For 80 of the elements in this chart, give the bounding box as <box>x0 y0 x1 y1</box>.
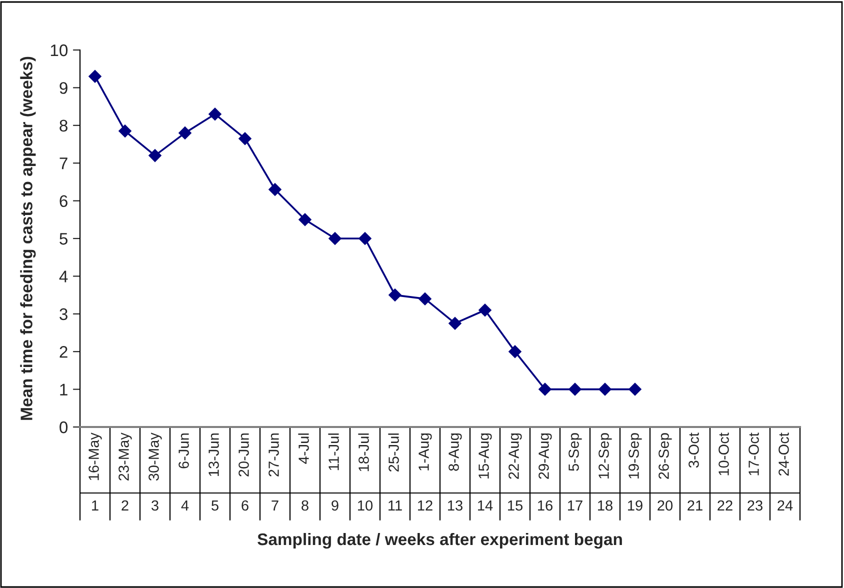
x-tick-label: 30-May <box>148 432 162 481</box>
x2-tick-label: 18 <box>598 500 612 511</box>
x2-tick-label: 11 <box>388 500 402 511</box>
x2-tick-label: 6 <box>242 500 248 511</box>
x-tick-label: 12-Sep <box>598 433 612 478</box>
x2-tick-label: 7 <box>272 500 278 511</box>
x-tick-label: 16-May <box>88 432 102 480</box>
x-tick-label: 25-Jul <box>388 434 399 472</box>
x-tick-label: 15-Aug <box>478 433 492 478</box>
x2-tick-label: 5 <box>212 500 218 511</box>
x-tick-label: 13-Jun <box>208 434 219 476</box>
x-tick-label: 27-Jun <box>268 434 279 476</box>
x-tick-label: 10-Oct <box>718 432 729 476</box>
x-tick-label: 18-Jul <box>358 434 369 472</box>
x2-tick-label: 15 <box>508 500 522 511</box>
x-tick-label: 8-Aug <box>448 433 462 471</box>
x-tick-label: 17-Oct <box>748 432 759 476</box>
x2-tick-label: 10 <box>358 500 373 511</box>
y-tick-label: 9 <box>60 82 68 94</box>
point <box>178 126 192 140</box>
x-tick-label: 29-Aug <box>538 433 552 479</box>
x-tick-label: 3-Oct <box>688 432 699 468</box>
point <box>358 232 372 245</box>
x-axis-title: Sampling date / weeks after experiment began <box>258 532 622 549</box>
point <box>238 132 252 146</box>
x2-tick-label: 4 <box>181 500 189 511</box>
point <box>268 183 282 196</box>
y-tick-label: 3 <box>60 308 68 320</box>
x2-tick-label: 22 <box>718 500 732 511</box>
x-tick-label: 23-May <box>118 432 132 480</box>
point <box>388 288 402 302</box>
point <box>508 345 522 358</box>
point <box>208 108 222 121</box>
point <box>418 292 432 306</box>
point <box>448 316 462 330</box>
x2-tick-label: 12 <box>418 500 432 511</box>
point <box>328 232 342 245</box>
y-tick-label: 10 <box>50 44 68 56</box>
y-tick-label: 8 <box>60 120 68 132</box>
x-tick-label: 11-Jul <box>328 434 339 470</box>
y-tick-label: 4 <box>59 270 68 282</box>
x2-tick-label: 21 <box>688 500 702 511</box>
x2-tick-label: 23 <box>748 500 762 511</box>
y-tick-label: 6 <box>60 195 68 208</box>
point <box>598 382 612 396</box>
point <box>568 382 582 396</box>
x-tick-label: 22-Aug <box>508 433 522 479</box>
point <box>118 124 132 138</box>
point <box>538 382 552 396</box>
y-tick-label: 7 <box>60 158 68 170</box>
point <box>298 213 312 226</box>
y-tick-label: 2 <box>60 346 68 358</box>
x2-tick-label: 19 <box>628 500 642 511</box>
x2-tick-label: 1 <box>92 500 98 511</box>
x-tick-label: 5-Sep <box>568 433 582 471</box>
x2-tick-label: 14 <box>478 500 493 511</box>
x-tick-label: 6-Jun <box>178 434 189 468</box>
point <box>88 70 102 83</box>
x2-tick-label: 13 <box>448 500 462 511</box>
x-tick-label: 1-Aug <box>418 433 432 470</box>
x-tick-label: 26-Sep <box>658 433 672 479</box>
x-tick-label: 4-Jul <box>298 434 309 464</box>
x2-tick-label: 17 <box>568 500 582 511</box>
x-tick-label: 20-Jun <box>238 434 249 476</box>
y-tick-label: 1 <box>60 384 68 396</box>
point <box>628 382 642 396</box>
y-tick-label: 5 <box>60 233 68 245</box>
y-axis-title: Mean time for feeding casts to appear (weeks) <box>20 56 36 420</box>
point <box>478 304 492 317</box>
x-tick-label: 19-Sep <box>628 433 642 478</box>
x2-tick-label: 8 <box>302 500 308 511</box>
x2-tick-label: 3 <box>152 500 158 511</box>
x2-tick-label: 2 <box>122 500 128 511</box>
x2-tick-label: 9 <box>332 500 338 511</box>
x-tick-label: 24-Oct <box>778 432 789 476</box>
y-tick-label: 0 <box>60 421 68 434</box>
point <box>148 149 162 162</box>
x2-tick-label: 20 <box>658 500 673 511</box>
x2-tick-label: 24 <box>778 500 793 511</box>
x2-tick-label: 16 <box>538 500 552 511</box>
